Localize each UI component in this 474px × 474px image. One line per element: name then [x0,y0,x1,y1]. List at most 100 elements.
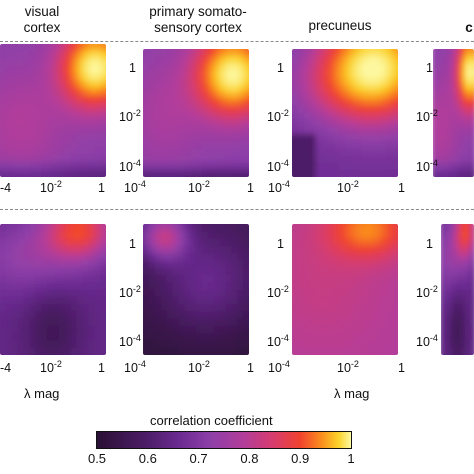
heatmap-cell [225,162,232,171]
heatmap-cell [207,224,215,232]
heatmap-cell [458,120,461,128]
heatmap-cell [70,88,78,97]
heatmap-cell [468,260,471,269]
heatmap-cell [309,289,317,298]
heatmap-cell [64,224,72,232]
heatmap-cell [11,147,19,156]
heatmap-cell [462,77,466,86]
heatmap-cell [76,296,84,305]
heatmap-cell [196,77,203,86]
heatmap-cell [463,274,466,283]
heatmap-cell [0,245,7,254]
heatmap-cell [88,58,95,67]
heatmap-cell [333,318,340,327]
y-tick-label: 10-4 [267,333,289,350]
heatmap-cell [444,245,448,254]
heatmap-cell [53,80,60,89]
heatmap-cell [58,169,66,177]
heatmap-cell [469,63,473,71]
heatmap-cell [196,340,203,349]
heatmap-cell [333,340,340,349]
heatmap-cell [444,289,448,298]
heatmap-cell [225,91,232,100]
heatmap-cell [148,84,156,93]
heatmap-cell [53,231,60,240]
heatmap-cell [345,318,352,327]
heatmap-cell [386,120,393,128]
heatmap-cell [350,347,358,355]
heatmap-cell [76,103,84,112]
y-tick-label: 10-2 [119,284,141,301]
heatmap-cell [23,88,31,97]
heatmap-cell [178,162,185,171]
heatmap-cell [35,224,42,232]
heatmap-cell [148,155,156,164]
heatmap-cell [196,105,203,114]
heatmap-cell [339,105,346,114]
heatmap-cell [462,120,466,128]
heatmap-cell [94,44,101,52]
heatmap-cell [88,110,95,119]
heatmap-cell [453,253,457,261]
heatmap-cell [471,70,474,79]
heatmap-cell [100,125,106,134]
heatmap-cell [172,70,179,79]
heatmap-cell [380,347,387,355]
heatmap-cell [100,80,106,89]
heatmap-cell [451,141,455,150]
heatmap-cell [88,253,95,261]
heatmap-cell [464,56,468,64]
heatmap-cell [178,311,185,320]
heatmap-cell [470,347,473,355]
heatmap-cell [450,296,453,305]
heatmap-cell [29,231,36,240]
heatmap-top-visual-cortex-svg [0,44,106,177]
heatmap-cell [58,274,66,283]
heatmap-cell [184,274,191,283]
heatmap-cell [368,141,376,150]
heatmap-cell [88,231,95,240]
heatmap-cell [196,127,203,135]
heatmap-cell [17,154,25,163]
heatmap-cell [442,56,445,64]
heatmap-cell [380,169,387,177]
heatmap-cell [292,113,299,121]
heatmap-cell [374,113,381,121]
heatmap-cell [35,253,42,261]
heatmap-cell [386,127,393,135]
heatmap-cell [225,260,232,269]
heatmap-cell [29,95,36,104]
heatmap-cell [380,282,387,291]
heatmap-cell [380,304,387,312]
heatmap-cell [88,260,95,269]
heatmap-cell [453,134,457,143]
heatmap-cell [470,245,473,254]
heatmap-cell [11,267,19,276]
heatmap-cell [463,347,466,355]
heatmap-cell [345,238,352,247]
heatmap-cell [469,84,473,93]
heatmap-cell [386,311,393,320]
heatmap-cell [213,282,221,291]
heatmap-cell [100,44,106,52]
heatmap-cell [444,274,448,283]
heatmap-cell [446,77,450,86]
heatmap-cell [472,282,474,291]
heatmap-cell [172,148,179,157]
heatmap-cell [243,105,249,114]
heatmap-cell [457,296,460,305]
heatmap-cell [70,311,78,320]
heatmap-cell [451,63,455,71]
heatmap-cell [380,77,387,86]
heatmap-cell [433,134,436,143]
heatmap-cell [184,289,191,298]
heatmap-cell [178,63,185,71]
heatmap-cell [446,325,449,334]
heatmap-cell [462,70,466,79]
heatmap-cell [213,56,221,64]
heatmap-cell [207,49,215,57]
heatmap-cell [64,110,72,119]
heatmap-cell [464,113,468,121]
heatmap-cell [315,134,323,143]
heatmap-cell [231,224,238,232]
